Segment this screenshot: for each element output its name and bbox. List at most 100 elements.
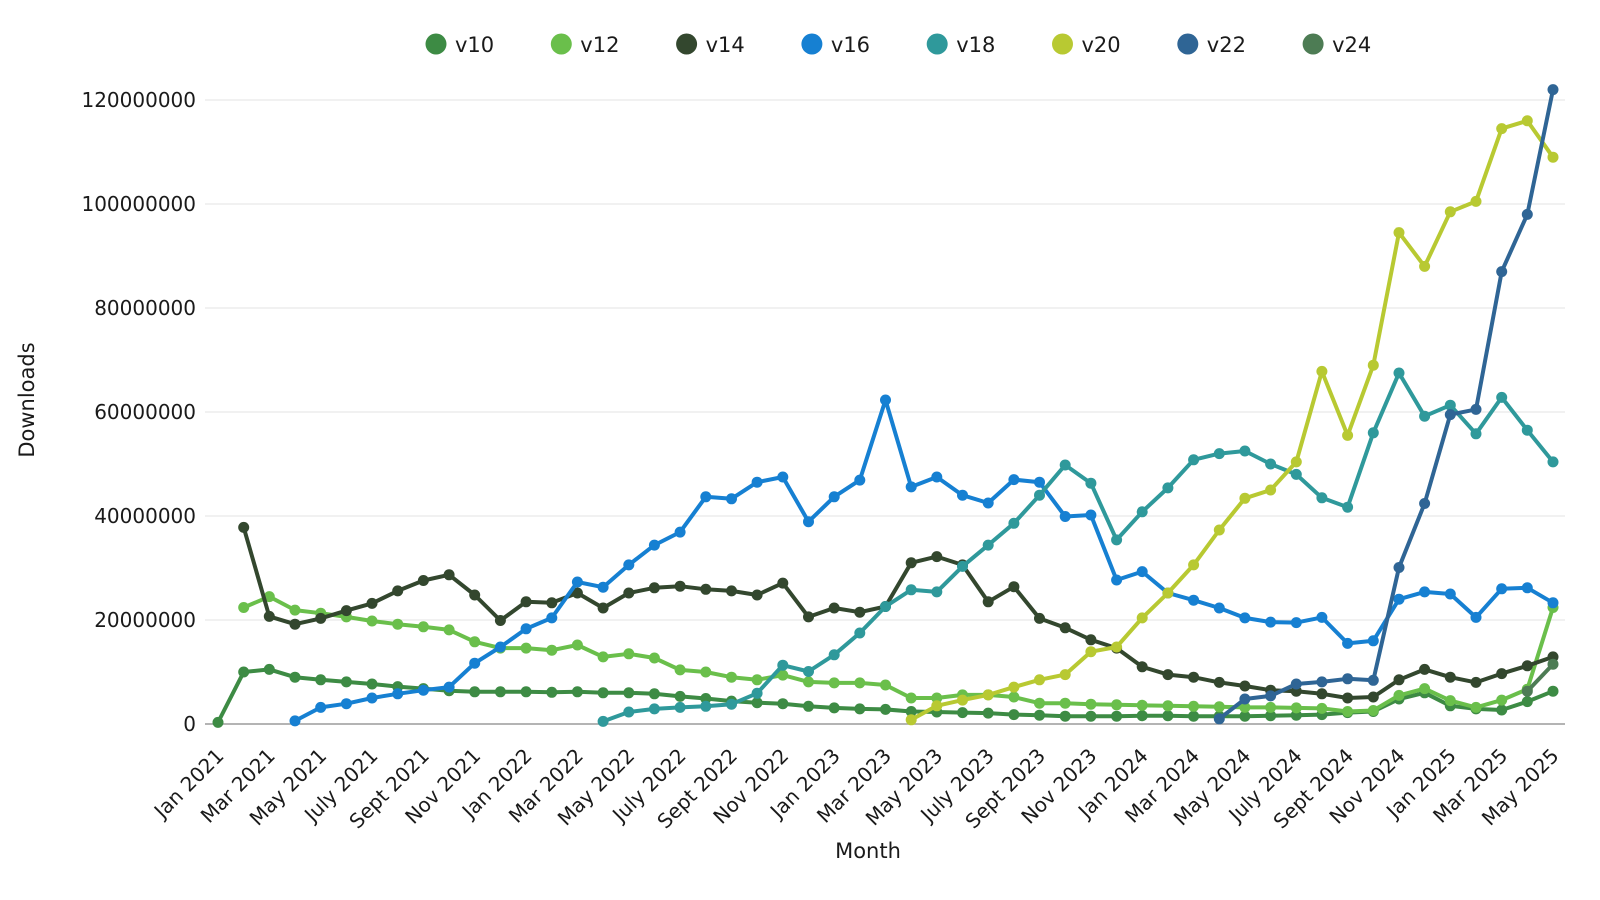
data-point-v18: [905, 584, 917, 596]
data-point-v16: [392, 688, 404, 700]
data-point-v12: [1085, 698, 1097, 710]
data-point-v12: [1290, 702, 1302, 714]
data-point-v14: [1034, 612, 1045, 624]
legend-label-v18: v18: [956, 33, 995, 57]
legend-label-v10: v10: [455, 33, 494, 57]
data-point-v14: [1059, 622, 1071, 634]
legend-item-v12[interactable]: v12: [550, 33, 620, 57]
data-point-v20: [1265, 484, 1277, 496]
data-point-v10: [777, 698, 789, 710]
data-point-v16: [648, 539, 660, 551]
data-point-v14: [1393, 674, 1405, 686]
data-point-v14: [1496, 668, 1508, 680]
data-point-v18: [982, 539, 994, 551]
data-point-v10: [700, 693, 712, 704]
data-point-v12: [443, 624, 455, 636]
data-point-v20: [1059, 669, 1071, 681]
data-point-v20: [1367, 359, 1379, 371]
data-point-v12: [1059, 697, 1071, 709]
data-point-v18: [700, 700, 712, 712]
data-point-v12: [1162, 700, 1174, 712]
legend-item-v24[interactable]: v24: [1302, 33, 1372, 57]
data-point-v22: [1290, 678, 1302, 690]
data-point-v14: [469, 589, 481, 601]
data-point-v10: [1111, 710, 1123, 722]
data-point-v14: [700, 583, 712, 595]
data-point-v10: [957, 707, 968, 719]
data-point-v16: [1239, 612, 1251, 624]
data-point-v12: [1419, 683, 1431, 695]
data-point-v10: [340, 676, 352, 688]
legend-marker-v20: [1052, 33, 1073, 55]
data-point-v12: [289, 604, 301, 616]
data-point-v14: [520, 596, 532, 608]
data-point-v16: [546, 612, 558, 624]
legend-marker-v10: [425, 33, 447, 55]
data-point-v12: [828, 677, 840, 689]
legend-label-v12: v12: [580, 33, 619, 57]
data-point-v12: [1342, 706, 1354, 717]
data-point-v14: [751, 589, 763, 601]
data-point-v12: [880, 679, 891, 691]
data-point-v16: [931, 471, 943, 483]
data-point-v14: [648, 582, 660, 594]
data-point-v14: [1136, 661, 1148, 673]
data-point-v20: [1290, 456, 1302, 468]
data-point-v14: [803, 611, 814, 623]
legend-item-v10[interactable]: v10: [425, 33, 495, 57]
data-point-v14: [674, 580, 686, 592]
legend-marker-v22: [1177, 33, 1199, 55]
legend-item-v16[interactable]: v16: [801, 33, 870, 57]
data-point-v16: [1265, 616, 1277, 628]
data-point-v10: [1521, 696, 1533, 708]
data-point-v16: [1213, 602, 1225, 614]
y-tick-label: 0: [183, 712, 196, 736]
data-point-v16: [1521, 582, 1533, 594]
data-point-v16: [1008, 474, 1020, 486]
data-point-v16: [1188, 594, 1200, 606]
data-point-v20: [1470, 195, 1482, 207]
data-point-v14: [315, 612, 327, 624]
y-tick-label: 120000000: [81, 88, 196, 112]
data-point-v20: [1547, 151, 1559, 163]
legend-item-v22[interactable]: v22: [1177, 33, 1246, 57]
data-point-v22: [1470, 403, 1482, 415]
data-point-v14: [1521, 660, 1533, 672]
data-point-v10: [803, 700, 814, 712]
data-point-v18: [1136, 506, 1148, 518]
data-point-v22: [1419, 498, 1431, 509]
data-point-v20: [1419, 260, 1431, 272]
y-axis-tick-labels: 0 20000000 40000000 60000000 80000000 1000000…: [81, 88, 196, 736]
data-point-v16: [777, 471, 789, 483]
data-point-v12: [1111, 699, 1123, 711]
legend-marker-v18: [926, 33, 948, 55]
data-point-v12: [1444, 695, 1456, 707]
legend-item-v18[interactable]: v18: [926, 33, 996, 57]
x-axis-title: Month: [835, 839, 901, 863]
data-point-v20: [1034, 674, 1045, 686]
legend-marker-v16: [801, 33, 823, 55]
data-point-v12: [1239, 701, 1251, 713]
data-point-v10: [289, 671, 301, 683]
data-point-v12: [1496, 694, 1508, 706]
data-point-v16: [1367, 635, 1379, 647]
data-point-v18: [854, 627, 866, 639]
data-point-v18: [1162, 482, 1174, 494]
data-point-v16: [1085, 509, 1097, 521]
data-point-v16: [751, 476, 763, 488]
series-v20: [905, 115, 1559, 726]
data-point-v14: [905, 557, 917, 569]
data-point-v18: [1188, 454, 1200, 466]
y-tick-label: 80000000: [94, 296, 196, 320]
data-point-v12: [469, 636, 481, 648]
data-point-v14: [1342, 692, 1354, 704]
data-point-v10: [597, 687, 609, 699]
legend-item-v14[interactable]: v14: [676, 33, 745, 57]
data-point-v12: [546, 644, 558, 656]
legend-item-v20[interactable]: v20: [1052, 33, 1121, 57]
series-line-v14: [241, 525, 1555, 700]
data-point-v20: [931, 700, 943, 712]
gridlines: [205, 99, 1565, 725]
